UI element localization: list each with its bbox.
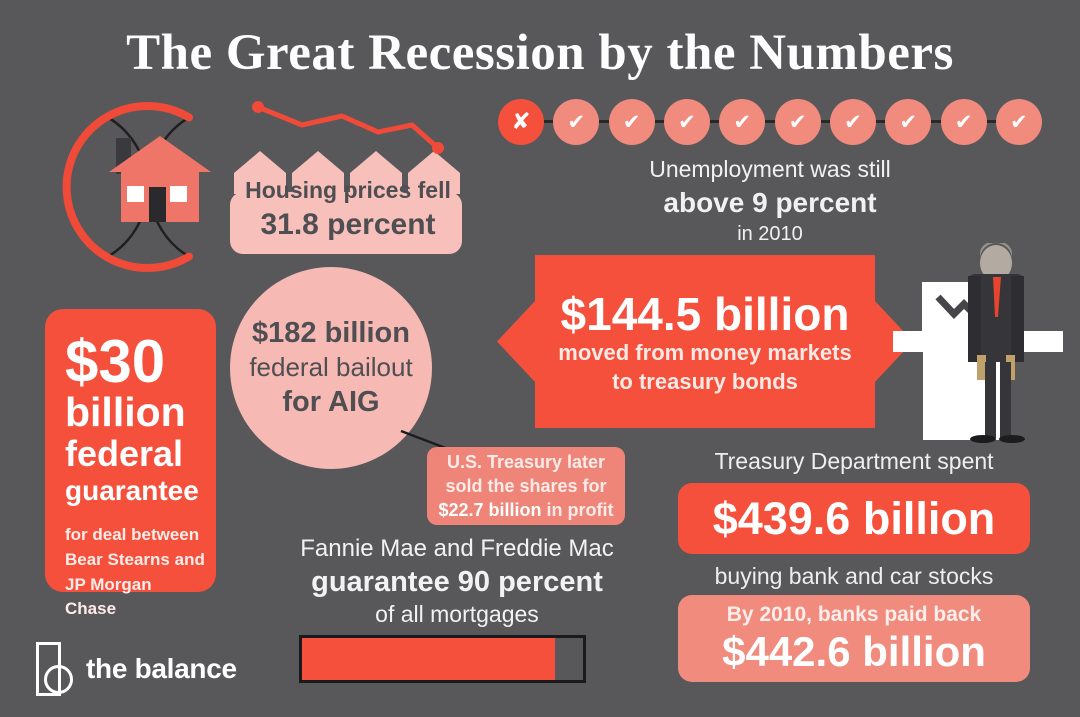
- bear-stearns-amount: $30: [65, 328, 166, 395]
- aig-amount: $182 billion: [252, 317, 410, 350]
- fannie-line3: of all mortgages: [375, 601, 539, 628]
- callout-line3: $22.7 billion in profit: [438, 498, 613, 522]
- bear-stearns-stat-box: $30 billion federal guarantee for deal b…: [45, 309, 216, 618]
- unemployment-line1: Unemployment was still: [649, 156, 891, 182]
- connector-line: [506, 120, 1034, 123]
- brand-name: the balance: [86, 653, 237, 684]
- fannie-line1: Fannie Mae and Freddie Mac: [300, 535, 614, 562]
- check-circle-icon: ✔: [719, 99, 766, 145]
- mortgage-guarantee-bar-fill: [302, 638, 555, 680]
- check-circle-icon: ✔: [553, 99, 600, 145]
- callout-line1: U.S. Treasury later: [446, 451, 606, 472]
- detail-line1: for deal between: [65, 525, 200, 545]
- fannie-freddie-caption: Fannie Mae and Freddie Mac guarantee 90 …: [270, 533, 644, 630]
- paid-back-amount: $442.6 billion: [722, 628, 986, 675]
- check-glyph: ✔: [1010, 110, 1028, 134]
- price-decline-line-icon: [252, 101, 444, 154]
- cross-glyph: ✘: [511, 109, 531, 135]
- aig-line2: federal bailout: [249, 352, 413, 383]
- housing-caption-line1: Housing prices fell: [245, 177, 451, 203]
- callout-amount: $22.7 billion: [438, 500, 542, 521]
- treasury-spent-amount: $439.6 billion: [712, 492, 996, 544]
- check-glyph: ✔: [954, 110, 973, 134]
- bear-stearns-word2: federal: [65, 433, 184, 475]
- check-circle-icon: ✔: [940, 99, 987, 145]
- treasury-profit-callout: U.S. Treasury later sold the shares for …: [427, 447, 625, 525]
- check-circle-icon: ✔: [774, 99, 821, 145]
- house-in-circle-icon: [62, 102, 211, 272]
- detail-line3: JP Morgan Chase: [65, 574, 152, 619]
- unemployment-caption: Unemployment was still above 9 percent i…: [560, 155, 980, 248]
- check-glyph: ✔: [788, 110, 807, 134]
- housing-caption: Housing prices fell 31.8 percent: [240, 176, 456, 243]
- check-glyph: ✔: [899, 110, 918, 134]
- balance-logo-icon: [36, 642, 73, 696]
- money-markets-amount: $144.5 billion: [560, 287, 850, 340]
- callout-line2: sold the shares for: [445, 475, 607, 496]
- circle-red-arc: [62, 102, 193, 272]
- page-title: The Great Recession by the Numbers: [126, 25, 954, 81]
- money-markets-sub1: moved from money markets: [558, 340, 852, 366]
- unemployment-line2: above 9 percent: [663, 186, 877, 218]
- treasury-spent-box: $439.6 billion: [678, 483, 1030, 554]
- check-circle-icon: ✔: [885, 99, 932, 145]
- check-circle-icon: ✔: [663, 99, 710, 145]
- check-glyph: ✔: [567, 110, 586, 134]
- mortgage-guarantee-bar: [299, 635, 586, 683]
- unemployment-line3: in 2010: [737, 223, 803, 246]
- bear-stearns-detail: for deal between Bear Stearns and JP Mor…: [65, 523, 206, 622]
- housing-caption-line2: 31.8 percent: [260, 207, 436, 241]
- bear-stearns-word3: guarantee: [65, 474, 199, 506]
- detail-line2: Bear Stearns and: [65, 550, 205, 570]
- check-glyph: ✔: [678, 110, 696, 134]
- callout-amount-suffix: in profit: [541, 500, 614, 521]
- paid-back-line1: By 2010, banks paid back: [726, 602, 982, 626]
- check-glyph: ✔: [844, 110, 862, 134]
- man-figure: [968, 243, 1025, 443]
- treasury-spent-sublabel: buying bank and car stocks: [714, 563, 994, 589]
- check-glyph: ✔: [622, 110, 641, 134]
- row-houses-shape: [230, 151, 462, 254]
- treasury-spent-label: Treasury Department spent: [714, 448, 994, 474]
- check-circle-icon: ✔: [995, 99, 1042, 145]
- ribbon-arrow-shape: [497, 255, 913, 428]
- businessman-empty-pockets-icon: [893, 243, 1063, 443]
- fannie-line2: guarantee 90 percent: [311, 566, 603, 599]
- cross-circle-icon: ✘: [498, 99, 544, 145]
- check-circle-icon: ✔: [829, 99, 876, 145]
- money-markets-sub2: to treasury bonds: [612, 368, 798, 394]
- house-icon: [109, 136, 211, 222]
- check-circle-icon: ✔: [608, 99, 655, 145]
- brand-logo: the balance: [35, 641, 237, 697]
- unemployment-icon-row: ✘ ✔ ✔ ✔ ✔ ✔ ✔ ✔ ✔ ✔: [498, 99, 1042, 145]
- check-glyph: ✔: [733, 110, 752, 134]
- money-markets-caption: $144.5 billion moved from money markets …: [497, 255, 913, 428]
- bear-stearns-word1: billion: [65, 389, 186, 435]
- aig-line3: for AIG: [282, 385, 380, 418]
- paid-back-box: By 2010, banks paid back $442.6 billion: [678, 595, 1030, 682]
- aig-bailout-circle: $182 billion federal bailout for AIG: [230, 267, 432, 469]
- money-markets-banner: $144.5 billion moved from money markets …: [497, 255, 913, 428]
